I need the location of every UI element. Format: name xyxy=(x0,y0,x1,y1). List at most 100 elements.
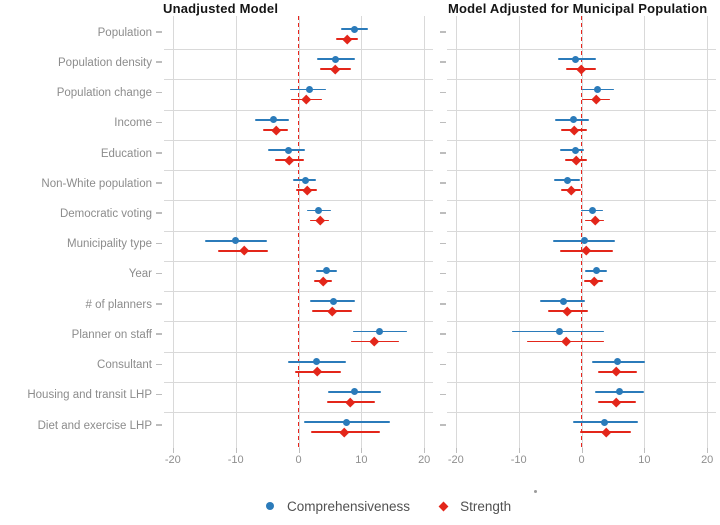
y-axis-tick xyxy=(156,121,162,124)
point-comprehensiveness xyxy=(589,206,597,214)
y-axis-tick xyxy=(440,212,446,214)
x-axis-tick xyxy=(424,448,426,453)
y-axis-tick xyxy=(156,212,162,214)
category-label: Housing and transit LHP xyxy=(27,389,152,402)
point-strength xyxy=(591,94,601,105)
point-comprehensiveness xyxy=(594,86,602,94)
y-axis-tick xyxy=(440,31,446,33)
point-strength xyxy=(576,64,586,74)
x-axis-tick xyxy=(298,448,300,453)
category-label: Municipality type xyxy=(66,238,152,251)
y-axis-tick xyxy=(156,242,162,245)
point-comprehensiveness xyxy=(269,116,277,124)
point-strength xyxy=(581,246,592,256)
point-strength xyxy=(312,367,322,377)
point-comprehensiveness xyxy=(284,146,292,154)
x-gridline xyxy=(424,16,426,448)
x-gridline xyxy=(361,16,363,448)
x-gridline xyxy=(518,16,520,448)
point-comprehensiveness xyxy=(329,297,337,305)
x-axis-tick-label: -20 xyxy=(164,454,181,466)
x-axis-tick xyxy=(518,448,520,453)
x-axis-tick-label: 0 xyxy=(295,454,302,466)
panel-unadjusted: -20 -10 0 10 20 xyxy=(164,16,433,466)
category-label: Population xyxy=(97,26,152,39)
point-comprehensiveness xyxy=(332,55,340,63)
category-label: Population change xyxy=(56,87,152,100)
point-strength xyxy=(590,215,600,226)
point-strength xyxy=(571,155,581,165)
legend: Comprehensiveness Strength xyxy=(266,497,511,515)
y-axis-tick xyxy=(156,303,162,305)
point-strength xyxy=(342,34,352,44)
point-strength xyxy=(315,215,326,226)
point-comprehensiveness xyxy=(580,237,588,245)
point-strength xyxy=(566,185,577,195)
point-strength xyxy=(327,306,338,316)
point-strength xyxy=(569,125,579,135)
stray-mark xyxy=(534,490,537,493)
point-comprehensiveness xyxy=(315,206,323,214)
y-axis-tick xyxy=(156,393,162,396)
point-strength xyxy=(330,64,340,74)
point-strength xyxy=(612,367,622,377)
x-axis-tick xyxy=(235,448,237,453)
point-strength xyxy=(563,306,573,316)
y-axis-tick xyxy=(440,424,446,426)
x-axis-tick-label: 0 xyxy=(578,454,585,466)
y-axis-tick xyxy=(440,182,446,184)
point-strength xyxy=(612,397,622,407)
point-comprehensiveness xyxy=(350,388,358,396)
category-label: Income xyxy=(114,117,152,130)
zero-reference-line xyxy=(580,16,583,448)
x-gridline xyxy=(235,16,237,448)
point-comprehensiveness xyxy=(564,176,572,184)
x-axis-tick-label: -10 xyxy=(510,454,527,466)
y-axis-tick xyxy=(440,91,446,94)
point-strength xyxy=(601,427,611,437)
y-axis-tick xyxy=(440,272,446,275)
category-label: Democratic voting xyxy=(59,207,152,220)
point-comprehensiveness xyxy=(313,358,321,366)
point-comprehensiveness xyxy=(232,237,240,245)
y-axis-tick xyxy=(156,61,162,63)
y-axis-tick xyxy=(440,152,446,154)
y-axis-tick xyxy=(156,152,162,154)
point-comprehensiveness xyxy=(556,327,563,335)
point-comprehensiveness xyxy=(572,55,580,63)
x-axis-tick-label: 10 xyxy=(638,454,651,466)
comprehensiveness-circle-icon xyxy=(266,502,274,510)
x-axis-tick xyxy=(707,448,709,453)
category-label: Non-White population xyxy=(41,177,152,190)
point-comprehensiveness xyxy=(593,267,601,275)
point-strength xyxy=(339,427,349,437)
x-axis-tick xyxy=(581,448,583,453)
category-label: Planner on staff xyxy=(71,328,152,341)
category-label: Year xyxy=(128,268,152,281)
y-axis-tick xyxy=(440,303,446,305)
zero-reference-line xyxy=(297,16,300,448)
y-axis-tick xyxy=(440,61,446,63)
x-axis-tick xyxy=(172,448,174,453)
x-axis-tick-label: 20 xyxy=(701,454,714,466)
y-axis-tick xyxy=(156,272,162,275)
point-strength xyxy=(589,276,599,286)
x-axis-tick xyxy=(455,448,457,453)
point-comprehensiveness xyxy=(613,358,621,366)
point-strength xyxy=(285,155,295,165)
point-comprehensiveness xyxy=(350,25,358,33)
point-strength xyxy=(302,94,312,105)
point-strength xyxy=(271,125,281,135)
point-strength xyxy=(346,397,356,407)
point-strength xyxy=(318,276,328,286)
strength-diamond-icon xyxy=(438,501,449,511)
category-label: Diet and exercise LHP xyxy=(37,419,152,432)
y-axis-tick xyxy=(440,363,446,366)
legend-label-comprehensiveness: Comprehensiveness xyxy=(287,498,411,514)
panel-adjusted: -20 -10 0 10 20 xyxy=(447,16,716,466)
x-axis-tick-label: -20 xyxy=(447,454,464,466)
point-comprehensiveness xyxy=(305,86,313,94)
y-axis-tick xyxy=(440,393,446,396)
x-axis-tick-label: -10 xyxy=(227,454,244,466)
